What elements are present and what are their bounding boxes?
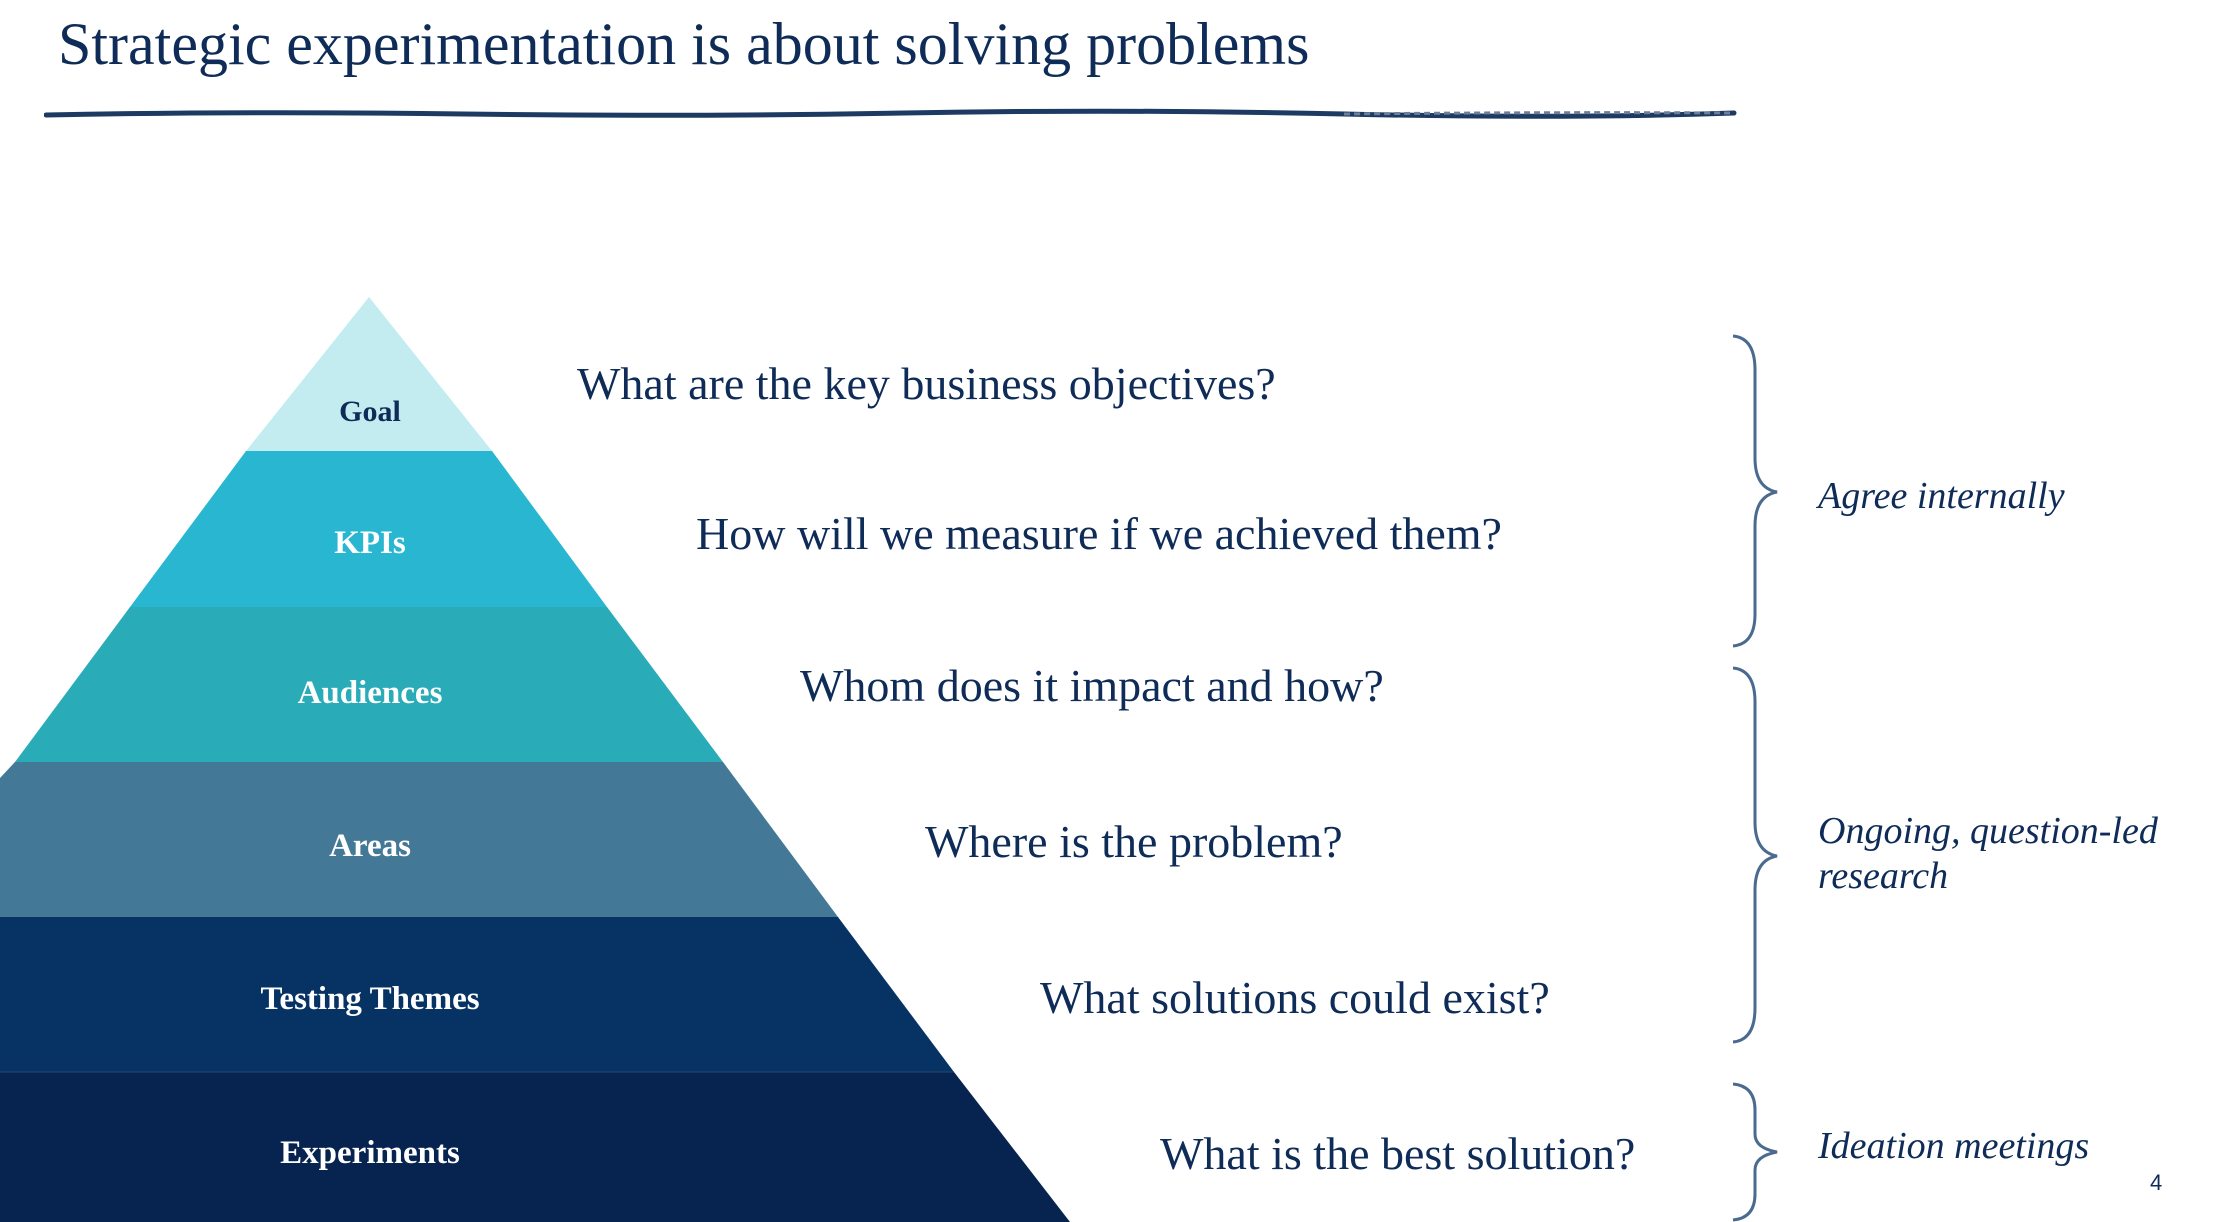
page-number: 4 — [2150, 1170, 2163, 1195]
note-agree-internally: Agree internally — [1818, 475, 2065, 517]
title-underline — [44, 108, 1737, 119]
level-label-audiences: Audiences — [297, 675, 443, 711]
question-audiences: Whom does it impact and how? — [800, 660, 1384, 711]
level-label-goal: Goal — [339, 395, 401, 428]
level-label-testing-themes: Testing Themes — [260, 981, 480, 1017]
pyramid-level-kpis — [130, 451, 607, 607]
curly-brace-agree — [1732, 334, 1778, 648]
level-label-areas: Areas — [329, 828, 411, 864]
note-research-line1: Ongoing, question-led — [1818, 810, 2158, 852]
pyramid-level-testing-themes — [0, 917, 954, 1072]
note-research-line2: research — [1818, 855, 1949, 897]
question-experiments: What is the best solution? — [1160, 1128, 1636, 1179]
pyramid-level-experiments — [0, 1072, 1070, 1222]
pyramid-level-areas — [0, 762, 838, 917]
question-goal: What are the key business objectives? — [577, 358, 1276, 409]
pyramid-level-audiences — [15, 607, 723, 762]
level-label-kpis: KPIs — [334, 525, 406, 561]
level-label-experiments: Experiments — [280, 1135, 460, 1171]
pyramid-level-goal — [246, 297, 492, 451]
question-testing-themes: What solutions could exist? — [1040, 972, 1550, 1023]
curly-brace-ideation — [1732, 1082, 1778, 1222]
pyramid-diagram — [0, 297, 1070, 1222]
curly-brace-research — [1732, 666, 1778, 1044]
note-ideation-meetings: Ideation meetings — [1818, 1125, 2090, 1167]
slide-title: Strategic experimentation is about solvi… — [58, 11, 1310, 77]
question-areas: Where is the problem? — [925, 816, 1343, 867]
question-kpis: How will we measure if we achieved them? — [696, 508, 1502, 559]
